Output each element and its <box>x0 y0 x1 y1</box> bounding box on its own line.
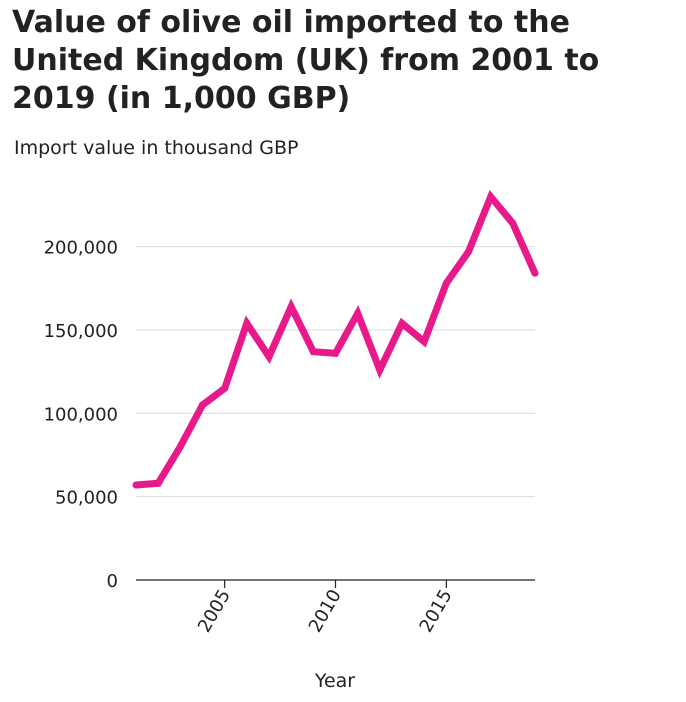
x-tick-label: 2005 <box>194 586 235 636</box>
data-point <box>398 319 406 327</box>
data-point <box>309 348 317 356</box>
x-tick-label: 2015 <box>416 586 457 636</box>
data-point <box>176 443 184 451</box>
data-point <box>420 338 428 346</box>
data-points <box>132 193 539 489</box>
gridlines <box>136 246 535 498</box>
x-axis-title: Year <box>314 670 355 692</box>
data-point <box>332 349 339 357</box>
y-tick-label: 0 <box>107 571 118 592</box>
y-tick-label: 200,000 <box>44 238 118 259</box>
y-axis-ticks: 0 50,000 100,000 150,000 200,000 <box>44 238 118 592</box>
y-tick-label: 50,000 <box>55 488 118 509</box>
data-point <box>243 319 251 327</box>
y-tick-label: 100,000 <box>44 404 118 425</box>
data-point <box>132 481 140 489</box>
data-point <box>154 479 162 487</box>
y-axis-title: Import value in thousand GBP <box>14 137 298 159</box>
data-point <box>465 248 472 256</box>
data-point <box>265 353 273 361</box>
data-point <box>442 279 450 287</box>
data-point <box>354 309 362 317</box>
data-point <box>376 366 384 374</box>
chart-title: Value of olive oil imported to the Unite… <box>12 5 600 116</box>
data-point <box>287 303 295 311</box>
data-point <box>221 384 229 392</box>
data-point <box>199 401 206 409</box>
series-line <box>135 189 539 489</box>
x-axis-ticks: 2005 2010 2015 <box>194 580 457 636</box>
x-tick-label: 2010 <box>305 586 346 636</box>
data-point <box>531 269 539 277</box>
y-tick-label: 150,000 <box>44 321 118 342</box>
data-point <box>509 219 517 227</box>
data-point <box>487 193 495 201</box>
